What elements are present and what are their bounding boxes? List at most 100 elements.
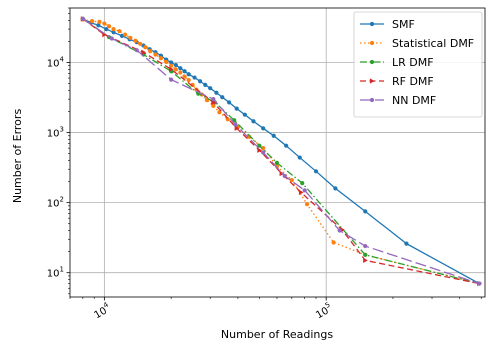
x-axis-label: Number of Readings xyxy=(221,328,333,341)
legend-entry: NN DMF xyxy=(360,94,436,107)
data-point xyxy=(363,252,368,257)
data-point xyxy=(331,240,336,245)
data-point xyxy=(169,60,174,65)
series-5 xyxy=(80,16,482,286)
legend-marker xyxy=(369,78,375,84)
data-point xyxy=(282,173,287,179)
data-point xyxy=(134,48,139,53)
data-point xyxy=(477,281,482,286)
data-point xyxy=(104,26,109,32)
data-point xyxy=(182,69,187,74)
data-point xyxy=(298,189,304,196)
data-point xyxy=(300,181,305,186)
data-point xyxy=(284,143,289,148)
legend-marker xyxy=(369,21,375,27)
legend: SMF Statistical DMF LR DMF RF DMF NN DMF xyxy=(353,11,483,118)
legend-entry: RF DMF xyxy=(360,75,434,88)
data-point xyxy=(304,202,310,207)
data-point xyxy=(203,82,208,87)
legend-label: SMF xyxy=(392,18,415,31)
data-point xyxy=(234,125,240,131)
data-point xyxy=(164,59,169,65)
data-point xyxy=(211,103,216,109)
data-point xyxy=(169,66,174,72)
y-tick-label: 103 xyxy=(47,126,64,140)
data-point xyxy=(102,21,107,26)
data-point xyxy=(128,35,133,40)
data-point xyxy=(138,41,143,46)
x-tick-label-text: 105 xyxy=(313,300,335,321)
data-point xyxy=(153,52,158,57)
data-point xyxy=(363,209,368,214)
data-point xyxy=(89,19,95,24)
legend-marker xyxy=(369,59,375,65)
legend-marker xyxy=(369,40,375,46)
y-tick-exponent: 2 xyxy=(60,196,64,204)
data-point xyxy=(261,150,266,155)
legend-label: Statistical DMF xyxy=(392,37,474,50)
legend-label: RF DMF xyxy=(392,75,434,88)
data-point xyxy=(97,19,102,24)
data-point xyxy=(80,16,85,21)
legend-marker xyxy=(369,97,375,103)
data-point xyxy=(169,77,174,82)
x-tick-exponent: 5 xyxy=(324,300,332,309)
y-tick-base: 10 xyxy=(47,269,60,280)
data-point xyxy=(178,70,183,75)
data-point xyxy=(96,23,101,28)
data-point xyxy=(363,243,368,249)
series-layer xyxy=(80,16,482,287)
x-tick-label: 104 xyxy=(93,300,111,322)
data-point xyxy=(148,49,153,54)
data-point xyxy=(109,36,114,41)
y-tick-exponent: 3 xyxy=(60,126,64,134)
data-point xyxy=(226,100,232,105)
data-point xyxy=(337,228,342,233)
data-point xyxy=(261,146,266,151)
data-point xyxy=(214,90,219,95)
data-point xyxy=(257,147,263,153)
data-point xyxy=(333,186,338,191)
data-point xyxy=(169,63,174,68)
data-point xyxy=(242,112,247,117)
data-point xyxy=(220,95,225,100)
y-tick-base: 10 xyxy=(47,199,60,210)
data-point xyxy=(173,62,178,68)
data-point xyxy=(158,56,164,61)
data-point xyxy=(251,119,256,124)
y-axis-label: Number of Errors xyxy=(11,109,24,204)
x-tick-exponent: 4 xyxy=(102,300,110,309)
y-tick-base: 10 xyxy=(47,59,60,70)
data-point xyxy=(274,160,280,165)
data-point xyxy=(111,26,116,32)
y-tick-exponent: 4 xyxy=(60,56,65,64)
data-point xyxy=(363,257,368,263)
data-point xyxy=(404,241,409,246)
data-point xyxy=(217,110,222,115)
data-point xyxy=(141,49,147,55)
data-point xyxy=(133,38,138,43)
y-tick-label: 104 xyxy=(47,56,65,70)
data-point xyxy=(117,29,122,34)
plot-frame xyxy=(69,7,486,298)
data-point xyxy=(289,177,294,183)
data-point xyxy=(106,24,112,29)
x-tick-label: 105 xyxy=(313,300,335,321)
data-point xyxy=(233,122,238,127)
legend-entry: SMF xyxy=(360,18,415,31)
data-point xyxy=(302,188,307,193)
data-point xyxy=(313,169,319,174)
y-tick-label: 102 xyxy=(47,196,64,210)
data-point xyxy=(122,32,128,37)
data-point xyxy=(211,99,216,105)
data-point xyxy=(261,126,266,131)
legend-label: NN DMF xyxy=(392,94,436,107)
y-tick-exponent: 1 xyxy=(60,266,64,274)
grid xyxy=(70,8,485,297)
data-point xyxy=(208,86,213,91)
data-point xyxy=(111,30,116,35)
data-point xyxy=(186,78,191,83)
data-point xyxy=(225,117,230,122)
